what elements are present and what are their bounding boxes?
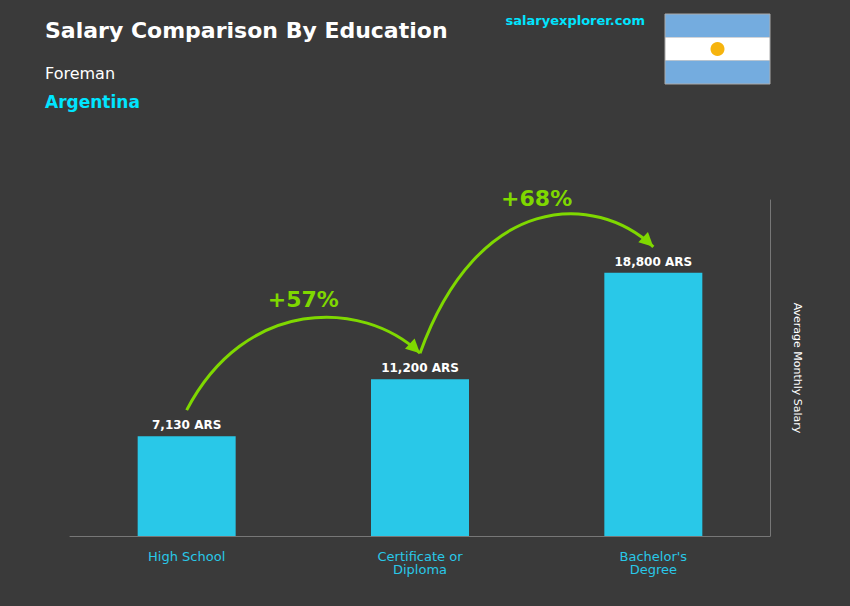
svg-text:11,200 ARS: 11,200 ARS bbox=[381, 361, 459, 375]
svg-text:Average Monthly Salary: Average Monthly Salary bbox=[791, 303, 804, 434]
svg-text:7,130 ARS: 7,130 ARS bbox=[152, 418, 221, 432]
svg-text:Argentina: Argentina bbox=[45, 92, 140, 112]
svg-text:salaryexplorer.com: salaryexplorer.com bbox=[506, 13, 645, 28]
svg-text:Degree: Degree bbox=[630, 562, 677, 577]
svg-text:Certificate or: Certificate or bbox=[377, 549, 463, 564]
svg-text:High School: High School bbox=[148, 549, 225, 564]
svg-text:Bachelor's: Bachelor's bbox=[619, 549, 688, 564]
svg-text:+68%: +68% bbox=[501, 186, 572, 211]
svg-text:Foreman: Foreman bbox=[45, 64, 115, 83]
svg-text:Diploma: Diploma bbox=[393, 562, 447, 577]
svg-text:18,800 ARS: 18,800 ARS bbox=[615, 255, 693, 269]
svg-text:Salary Comparison By Education: Salary Comparison By Education bbox=[45, 18, 448, 43]
svg-text:+57%: +57% bbox=[268, 287, 339, 312]
